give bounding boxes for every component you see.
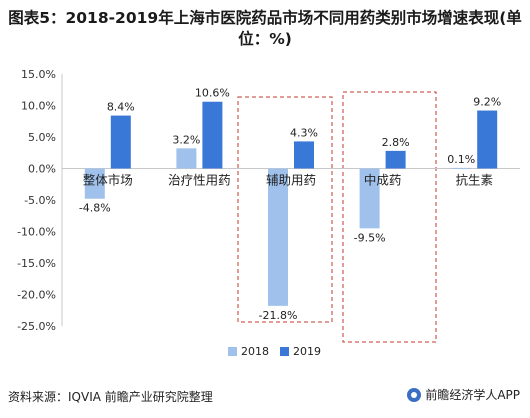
- bar-2019-4: [477, 110, 498, 169]
- data-label: 10.6%: [195, 87, 230, 100]
- y-tick-label: -20.0%: [17, 289, 56, 302]
- highlight-box: [342, 91, 437, 343]
- bar-2019-3: [385, 150, 406, 169]
- category-label: 整体市场: [83, 173, 133, 188]
- data-label: 8.4%: [107, 101, 135, 114]
- brand: 前瞻经济学人APP: [407, 386, 520, 403]
- category-label: 中成药: [364, 173, 402, 188]
- y-tick-label: 0.0%: [28, 163, 56, 176]
- data-label: -9.5%: [354, 231, 386, 244]
- data-label: -21.8%: [259, 309, 298, 322]
- y-tick-label: 5.0%: [28, 131, 56, 144]
- data-label: 3.2%: [172, 133, 200, 146]
- legend-swatch-2019: [280, 347, 289, 356]
- highlight-box: [237, 96, 333, 323]
- chart-title: 图表5：2018-2019年上海市医院药品市场不同用药类别市场增速表现(单位：%…: [8, 9, 522, 48]
- bar-2019-1: [202, 101, 223, 169]
- category-label: 治疗性用药: [168, 173, 231, 188]
- y-tick-label: -5.0%: [24, 194, 56, 207]
- data-label: -4.8%: [79, 202, 111, 215]
- category-label: 辅助用药: [266, 173, 316, 188]
- bar-2018-1: [176, 148, 197, 169]
- bar-2018-2: [268, 168, 288, 306]
- data-label: 9.2%: [473, 96, 501, 109]
- bar-2019-0: [110, 115, 131, 169]
- source-note: 资料来源：IQVIA 前瞻产业研究院整理: [8, 390, 213, 404]
- legend-label-2018: 2018: [241, 345, 269, 358]
- bar-2018-3: [359, 168, 380, 229]
- brand-label: 前瞻经济学人APP: [425, 388, 520, 402]
- bar-2018-0: [84, 168, 105, 199]
- y-tick-label: 15.0%: [21, 68, 56, 81]
- bar-2018-4: [451, 167, 472, 169]
- bar-2019-2: [294, 141, 314, 169]
- y-tick-label: -10.0%: [17, 226, 56, 239]
- y-tick-label: -25.0%: [17, 320, 56, 333]
- data-label: 4.3%: [290, 126, 318, 139]
- y-tick-label: 10.0%: [21, 100, 56, 113]
- legend-label-2019: 2019: [293, 345, 321, 358]
- brand-logo-icon: [407, 387, 422, 402]
- category-label: 抗生素: [455, 173, 493, 188]
- y-tick-label: -15.0%: [17, 257, 56, 270]
- data-label: 2.8%: [382, 136, 410, 149]
- data-label: 0.1%: [447, 153, 475, 166]
- legend-swatch-2018: [228, 347, 237, 356]
